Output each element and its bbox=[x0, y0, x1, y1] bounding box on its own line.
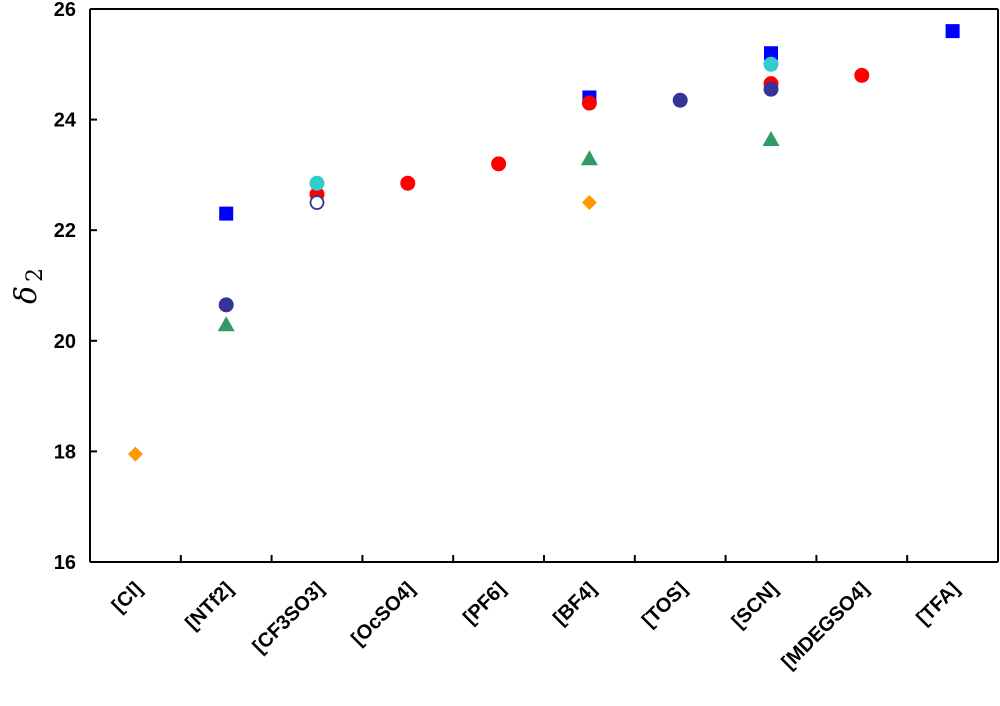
y-axis-label: δ2 bbox=[9, 268, 48, 304]
series-3 bbox=[218, 81, 779, 313]
data-point bbox=[400, 175, 416, 191]
x-category-label: [MDEGSO4] bbox=[778, 578, 874, 674]
data-point bbox=[218, 297, 234, 313]
y-tick-label: 24 bbox=[54, 110, 77, 132]
x-category-label: [BF4] bbox=[549, 578, 601, 630]
data-point bbox=[764, 46, 778, 61]
data-point bbox=[763, 56, 779, 72]
series-1 bbox=[219, 24, 960, 221]
data-point bbox=[491, 156, 507, 172]
data-point bbox=[762, 130, 780, 146]
data-point bbox=[309, 195, 325, 210]
y-tick-label: 26 bbox=[54, 0, 76, 21]
series-2 bbox=[309, 67, 870, 202]
data-point bbox=[580, 150, 598, 166]
y-tick-labels: 16 18 20 22 24 26 bbox=[54, 0, 77, 574]
data-point bbox=[854, 67, 870, 83]
data-marks bbox=[127, 24, 960, 462]
x-category-label: [CF3SO3] bbox=[249, 578, 329, 658]
y-tick-label: 22 bbox=[54, 220, 76, 242]
data-point bbox=[309, 175, 325, 191]
x-category-label: [SCN] bbox=[728, 578, 783, 633]
x-category-label: [TOS] bbox=[638, 578, 692, 632]
data-point bbox=[763, 81, 779, 97]
x-category-label: [Cl] bbox=[108, 578, 147, 617]
data-point bbox=[945, 24, 960, 39]
series-4 bbox=[309, 56, 779, 191]
data-point bbox=[127, 446, 143, 462]
x-category-label: [PF6] bbox=[459, 578, 510, 629]
series-5 bbox=[309, 195, 325, 210]
series-7 bbox=[127, 195, 597, 462]
data-point bbox=[581, 195, 597, 211]
y-tick-label: 18 bbox=[54, 441, 76, 463]
series-6 bbox=[217, 130, 780, 332]
data-point bbox=[672, 92, 688, 108]
x-category-label: [NTf2] bbox=[181, 578, 237, 634]
x-category-label: [OcSO4] bbox=[347, 578, 419, 650]
y-tick-label: 16 bbox=[54, 552, 76, 574]
y-tick-label: 20 bbox=[54, 331, 76, 353]
axes bbox=[89, 8, 999, 563]
x-category-labels: [Cl] [NTf2] [CF3SO3] [OcSO4] [PF6] [BF4] [TOS]… bbox=[108, 578, 964, 674]
data-point bbox=[217, 316, 235, 332]
data-point bbox=[581, 95, 597, 111]
x-category-label: [TFA] bbox=[912, 578, 964, 630]
data-point bbox=[219, 206, 234, 221]
